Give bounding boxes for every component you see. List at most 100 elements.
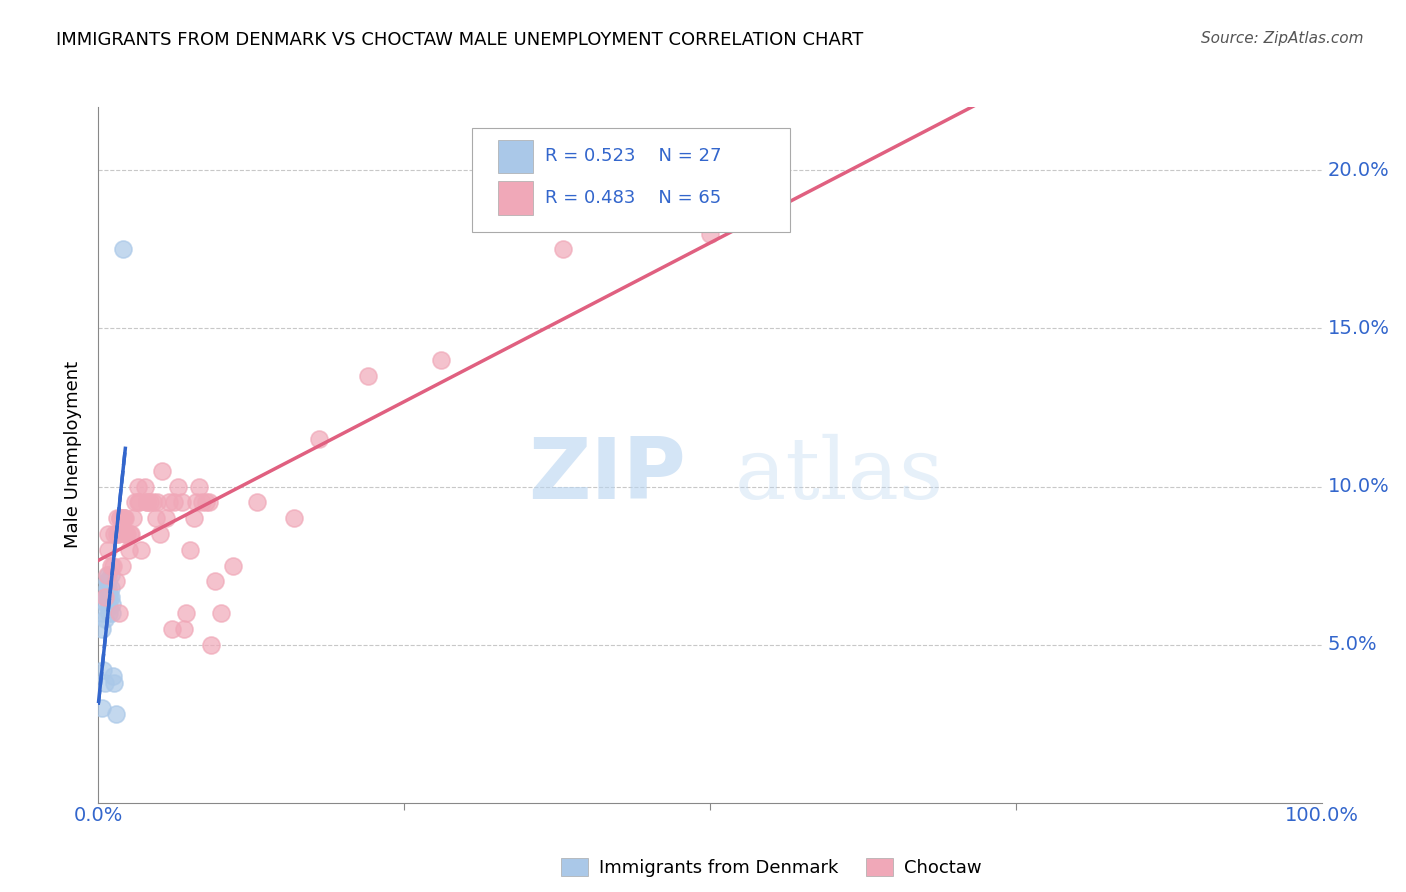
Text: R = 0.523    N = 27: R = 0.523 N = 27 <box>546 147 721 165</box>
Point <box>105 511 128 525</box>
Point <box>699 227 721 241</box>
Point <box>111 558 134 573</box>
Point <box>94 591 117 605</box>
Point <box>93 591 115 605</box>
Point <box>97 527 120 541</box>
Point <box>96 591 118 605</box>
Text: R = 0.483    N = 65: R = 0.483 N = 65 <box>546 189 721 207</box>
Point <box>118 542 141 557</box>
Point <box>150 464 173 478</box>
Point <box>93 612 115 626</box>
Point <box>110 511 132 525</box>
Point <box>167 479 190 493</box>
Point <box>163 495 186 509</box>
Point <box>96 581 118 595</box>
Point <box>553 243 575 257</box>
Point <box>103 675 125 690</box>
Point <box>91 606 114 620</box>
Text: 0.0%: 0.0% <box>73 806 124 825</box>
Text: 10.0%: 10.0% <box>1327 477 1389 496</box>
Point <box>149 527 172 541</box>
Point <box>136 495 159 509</box>
Point <box>142 495 165 509</box>
Point <box>100 591 122 605</box>
Point <box>103 527 125 541</box>
Point <box>200 638 222 652</box>
Point <box>97 574 120 589</box>
Point <box>246 495 269 509</box>
Point <box>101 597 124 611</box>
Point <box>112 511 135 525</box>
Point <box>209 606 232 620</box>
Point <box>170 495 193 509</box>
Point <box>160 622 183 636</box>
Point <box>114 527 136 541</box>
Point <box>101 558 124 573</box>
Text: 5.0%: 5.0% <box>1327 635 1378 654</box>
Text: atlas: atlas <box>734 434 943 517</box>
Point <box>98 606 121 620</box>
Point <box>129 542 152 557</box>
Point <box>195 495 218 509</box>
Point <box>308 432 330 446</box>
Point <box>94 597 117 611</box>
Point <box>111 511 134 525</box>
Point <box>114 511 136 525</box>
Point <box>111 243 134 257</box>
Text: IMMIGRANTS FROM DENMARK VS CHOCTAW MALE UNEMPLOYMENT CORRELATION CHART: IMMIGRANTS FROM DENMARK VS CHOCTAW MALE … <box>56 31 863 49</box>
FancyBboxPatch shape <box>471 128 790 232</box>
Point <box>121 511 143 525</box>
Point <box>124 495 146 509</box>
Point <box>120 527 142 541</box>
Point <box>146 495 169 509</box>
Bar <box>498 181 533 215</box>
Text: 20.0%: 20.0% <box>1327 161 1389 180</box>
Point <box>197 495 219 509</box>
Point <box>136 495 159 509</box>
Point <box>97 581 120 595</box>
Point <box>128 495 150 509</box>
Point <box>430 353 453 368</box>
Point <box>93 675 115 690</box>
Point <box>100 568 122 582</box>
Point <box>155 511 177 525</box>
Point <box>101 606 124 620</box>
Point <box>183 511 205 525</box>
Point <box>107 527 129 541</box>
Point <box>139 495 162 509</box>
Point <box>127 479 149 493</box>
Bar <box>498 140 533 173</box>
Point <box>98 599 121 614</box>
Point <box>98 591 121 605</box>
Point <box>105 527 128 541</box>
Point <box>97 568 120 582</box>
Point <box>110 511 132 525</box>
Point <box>187 479 209 493</box>
Legend: Immigrants from Denmark, Choctaw: Immigrants from Denmark, Choctaw <box>554 850 988 884</box>
Point <box>100 581 122 595</box>
Point <box>97 542 120 557</box>
Point <box>145 511 167 525</box>
Point <box>101 669 124 683</box>
Point <box>120 527 142 541</box>
Point <box>356 368 378 383</box>
Point <box>108 606 131 620</box>
Point <box>104 707 127 722</box>
Text: 100.0%: 100.0% <box>1285 806 1358 825</box>
Text: ZIP: ZIP <box>527 434 686 517</box>
Point <box>127 495 149 509</box>
Point <box>173 622 195 636</box>
Point <box>111 511 134 525</box>
Point <box>96 574 118 589</box>
Point <box>100 558 122 573</box>
Point <box>91 663 114 677</box>
Point <box>104 574 127 589</box>
Point <box>191 495 214 509</box>
Y-axis label: Male Unemployment: Male Unemployment <box>65 361 83 549</box>
Point <box>115 527 138 541</box>
Point <box>204 574 226 589</box>
Point <box>96 568 118 582</box>
Point <box>186 495 208 509</box>
Point <box>91 622 114 636</box>
Point <box>179 542 201 557</box>
